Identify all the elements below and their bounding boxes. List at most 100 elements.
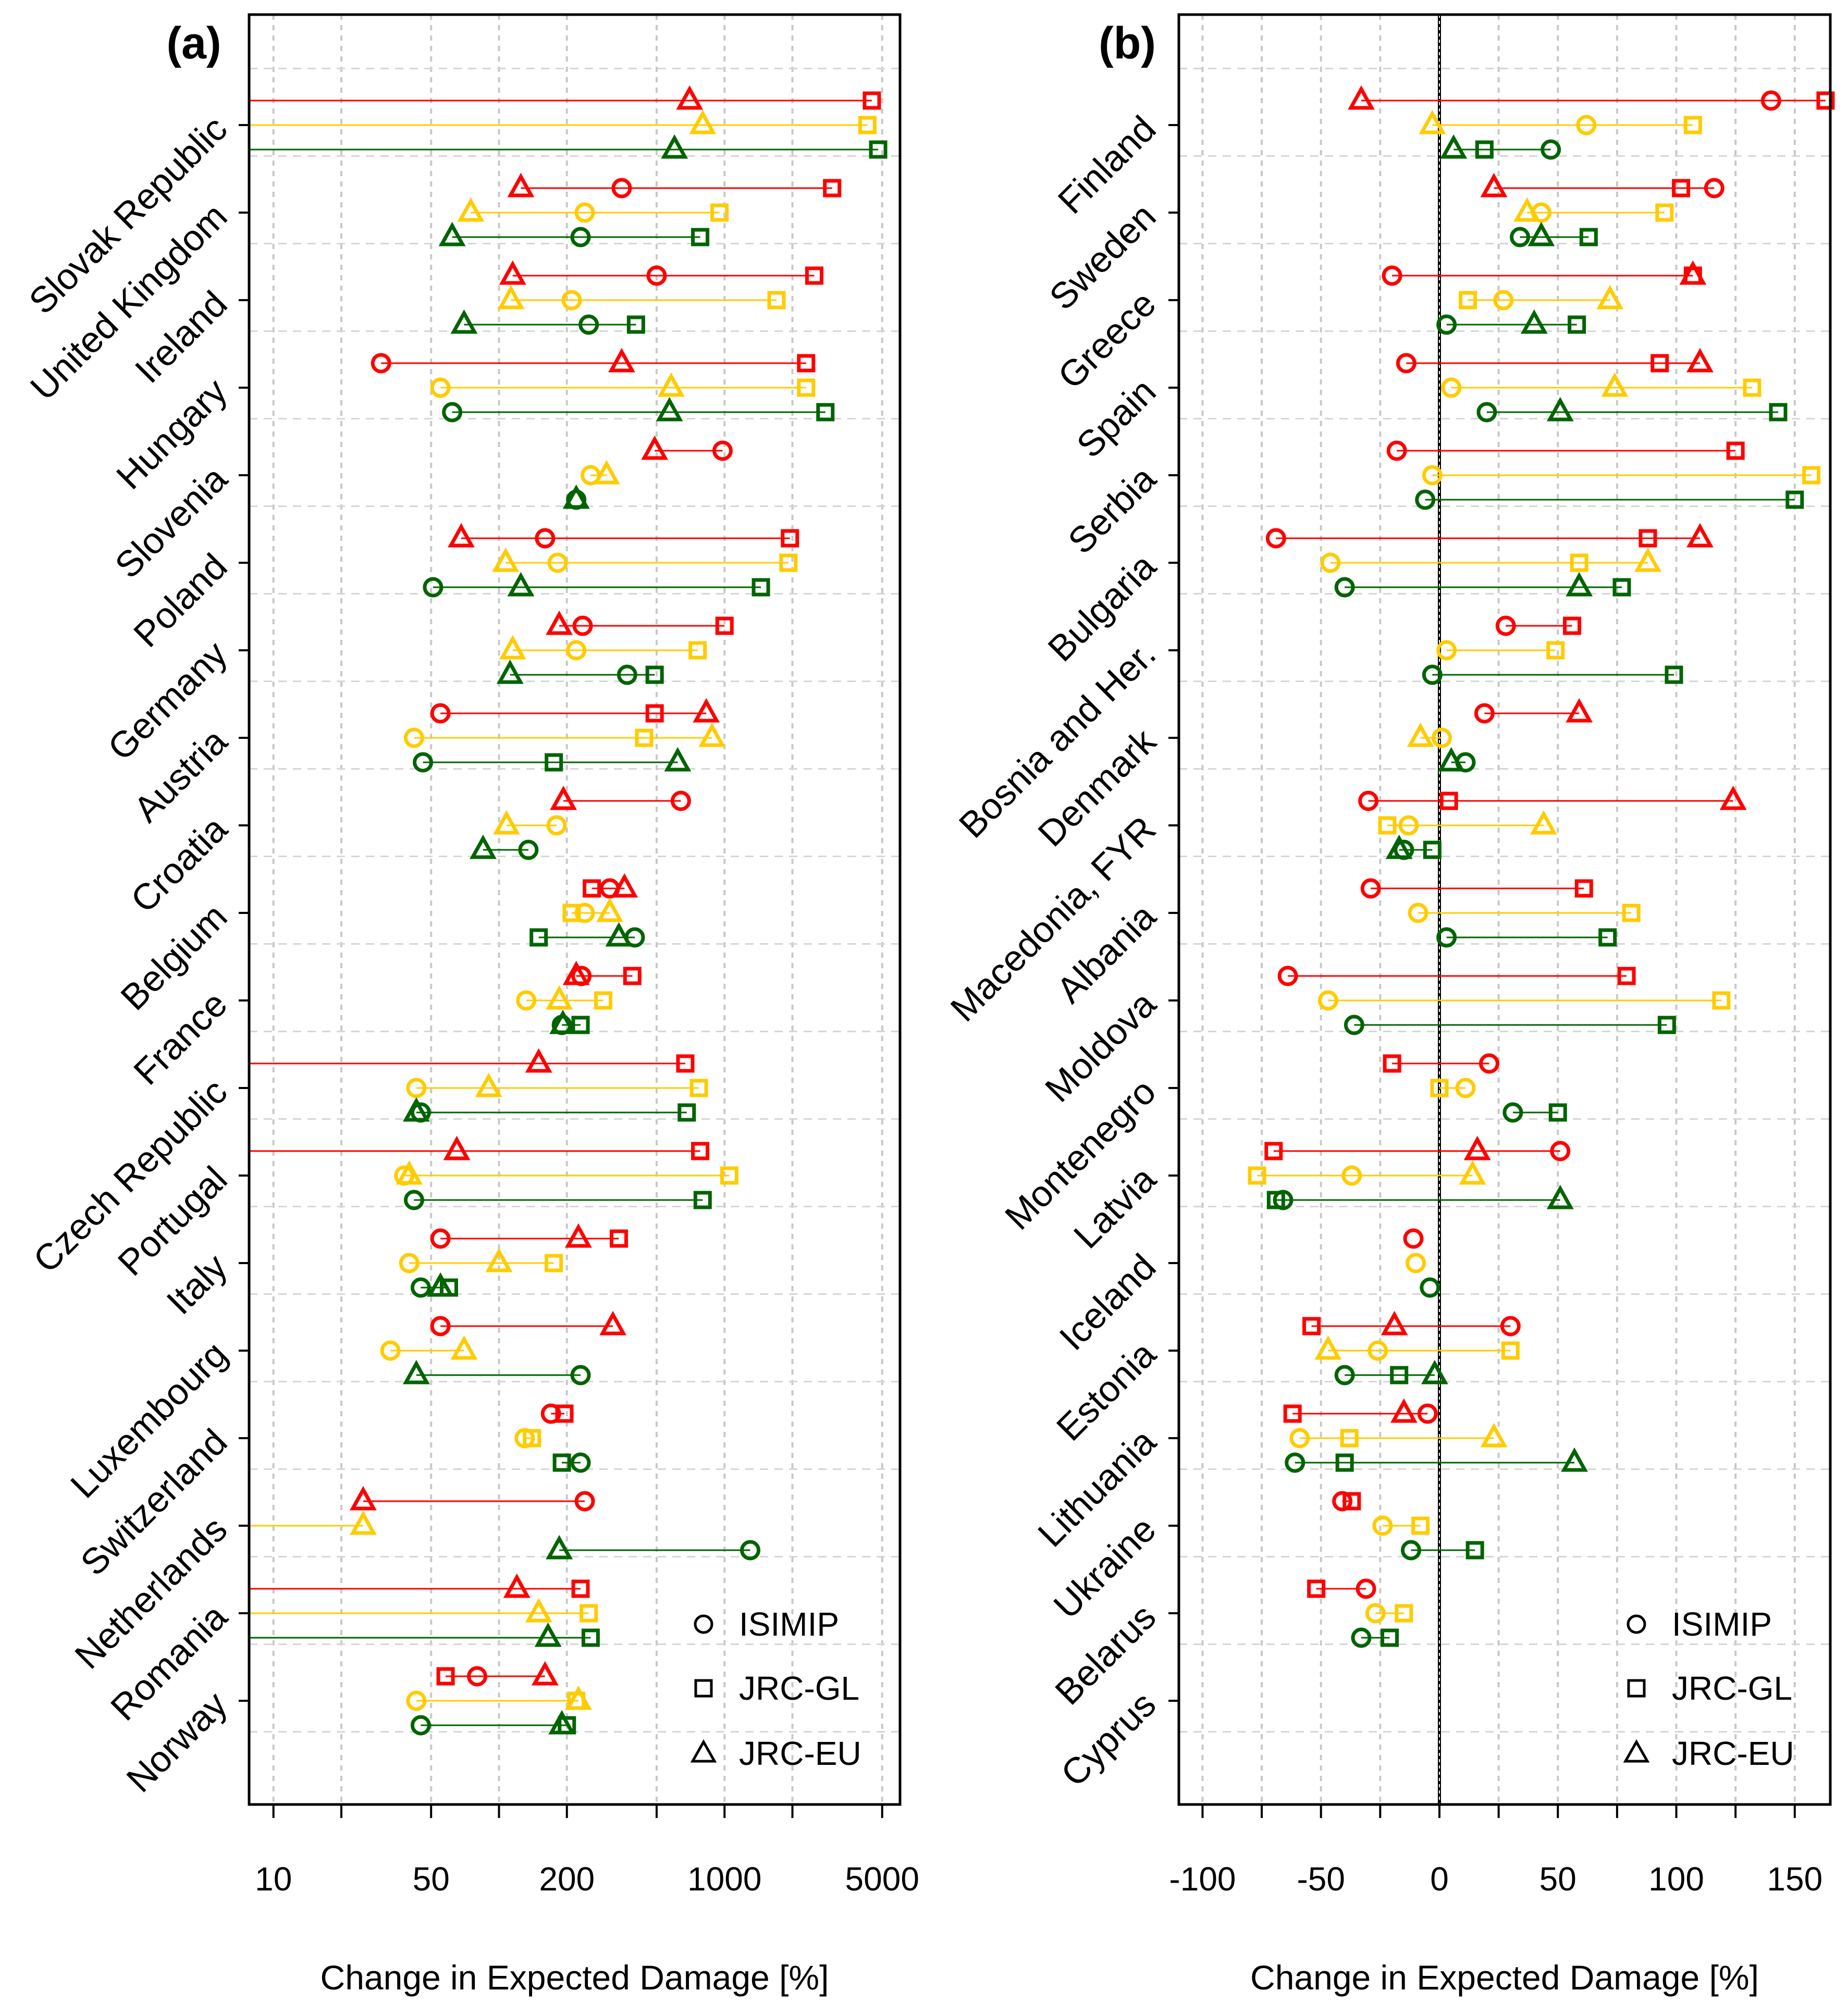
triangle-marker-green <box>656 397 683 422</box>
square-marker-red <box>1439 792 1458 810</box>
x-tick-label: 50 <box>1539 1860 1576 1898</box>
circle-marker-red <box>430 703 451 724</box>
triangle-marker-red <box>1679 260 1707 285</box>
square-marker-green <box>816 403 835 422</box>
square-marker-yellow <box>1712 991 1731 1010</box>
square-marker-green <box>677 1103 696 1122</box>
circle-marker-yellow <box>1317 990 1338 1011</box>
x-tick-label: 200 <box>539 1860 595 1898</box>
square-marker-green <box>1665 665 1683 684</box>
square-marker-yellow <box>1570 553 1588 572</box>
triangle-marker-red <box>1686 523 1714 548</box>
square-marker-red <box>676 1054 695 1073</box>
x-tick-label: 50 <box>413 1860 450 1898</box>
circle-marker-green <box>518 839 539 860</box>
square-marker-red <box>1574 879 1593 898</box>
circle-marker-red <box>1277 966 1298 986</box>
triangle-marker-red <box>564 1223 592 1248</box>
square-marker-green <box>529 928 548 947</box>
circle-marker-green <box>403 1190 424 1210</box>
triangle-marker-green <box>1546 1184 1574 1209</box>
triangle-marker-red <box>507 172 535 197</box>
circle-marker-red <box>646 265 667 286</box>
circle-marker-red <box>1500 1316 1521 1337</box>
circle-marker-red <box>1474 703 1495 724</box>
circle-marker-yellow <box>1398 815 1419 836</box>
triangle-marker-red <box>1480 172 1508 197</box>
circle-marker-red <box>1550 1141 1571 1161</box>
square-marker-green <box>1381 1628 1399 1647</box>
square-marker-red <box>691 1142 710 1160</box>
triangle-marker-green <box>507 572 535 597</box>
square-marker-red <box>623 967 642 985</box>
triangle-marker-green <box>1561 1447 1588 1472</box>
square-marker-red <box>805 266 823 285</box>
circle-marker-green <box>1351 1627 1372 1648</box>
triangle-marker-yellow <box>1596 285 1624 310</box>
square-marker-green <box>1598 928 1617 947</box>
triangle-marker-yellow <box>349 1510 377 1535</box>
circle-marker-green <box>442 402 463 423</box>
circle-marker-green <box>423 577 443 598</box>
triangle-marker-yellow <box>564 1685 592 1710</box>
square-marker-red <box>1563 616 1582 635</box>
x-tick-label: 0 <box>1430 1860 1449 1898</box>
circle-marker-red <box>712 440 733 461</box>
square-marker-red <box>1726 441 1745 460</box>
legend-label: ISIMIP <box>1672 1605 1772 1643</box>
square-marker-yellow <box>545 1254 563 1272</box>
circle-marker-green <box>1420 1277 1440 1298</box>
circle-marker-red <box>574 1491 595 1512</box>
square-marker-green <box>581 1628 600 1647</box>
triangle-marker-green <box>1566 572 1593 597</box>
triangle-marker-green <box>1520 309 1548 334</box>
legend-label: JRC-GL <box>1672 1670 1792 1707</box>
triangle-marker-red <box>599 1310 627 1336</box>
square-marker-yellow <box>720 1166 738 1185</box>
square-marker-yellow <box>1802 466 1821 485</box>
circle-marker-red <box>1417 1403 1438 1424</box>
square-marker-green <box>1785 490 1804 509</box>
circle-marker-red <box>1386 440 1407 461</box>
square-marker-green <box>1266 1191 1285 1209</box>
square-marker-red <box>823 179 842 197</box>
circle-marker-red <box>1704 178 1724 199</box>
square-marker-red <box>1672 179 1691 197</box>
square-marker-yellow <box>767 291 786 310</box>
triangle-marker-red <box>1390 1398 1418 1423</box>
square-marker-red <box>555 1404 574 1423</box>
square-marker-green <box>1423 840 1442 859</box>
square-marker-green <box>1548 1103 1567 1122</box>
triangle-marker-yellow <box>450 1335 478 1360</box>
square-marker-red <box>1283 1404 1302 1423</box>
square-marker-red <box>1816 91 1835 110</box>
square-marker-yellow <box>580 1604 598 1623</box>
circle-marker-red <box>430 1228 451 1249</box>
square-marker-green <box>693 1191 712 1209</box>
square-marker-red <box>1617 967 1636 985</box>
square-marker-green <box>545 753 563 772</box>
circle-marker-yellow <box>399 1253 420 1273</box>
triangle-marker-yellow <box>1419 109 1446 134</box>
circle-marker-red <box>1356 1578 1376 1599</box>
square-marker-red <box>436 1667 455 1686</box>
square-marker-red <box>1650 354 1669 373</box>
triangle-marker-yellow <box>1459 1160 1486 1185</box>
x-tick-label: 10 <box>255 1860 292 1898</box>
triangle-marker-yellow <box>492 810 520 835</box>
circle-marker-green <box>570 1365 591 1386</box>
circle-marker-green <box>1400 1540 1421 1561</box>
square-marker-green <box>1568 315 1586 334</box>
circle-marker-red <box>670 790 691 811</box>
circle-marker-yellow <box>574 202 595 223</box>
triangle-marker-yellow <box>546 985 573 1010</box>
circle-marker-red <box>540 1403 561 1424</box>
x-tick-label: 150 <box>1767 1860 1822 1898</box>
circle-marker-yellow <box>514 1428 535 1449</box>
square-marker-yellow <box>594 991 613 1010</box>
circle-marker-yellow <box>574 902 595 923</box>
triangle-marker-green <box>546 1535 573 1560</box>
circle-marker-green <box>1502 1102 1523 1123</box>
circle-marker-yellow <box>1289 1428 1310 1449</box>
